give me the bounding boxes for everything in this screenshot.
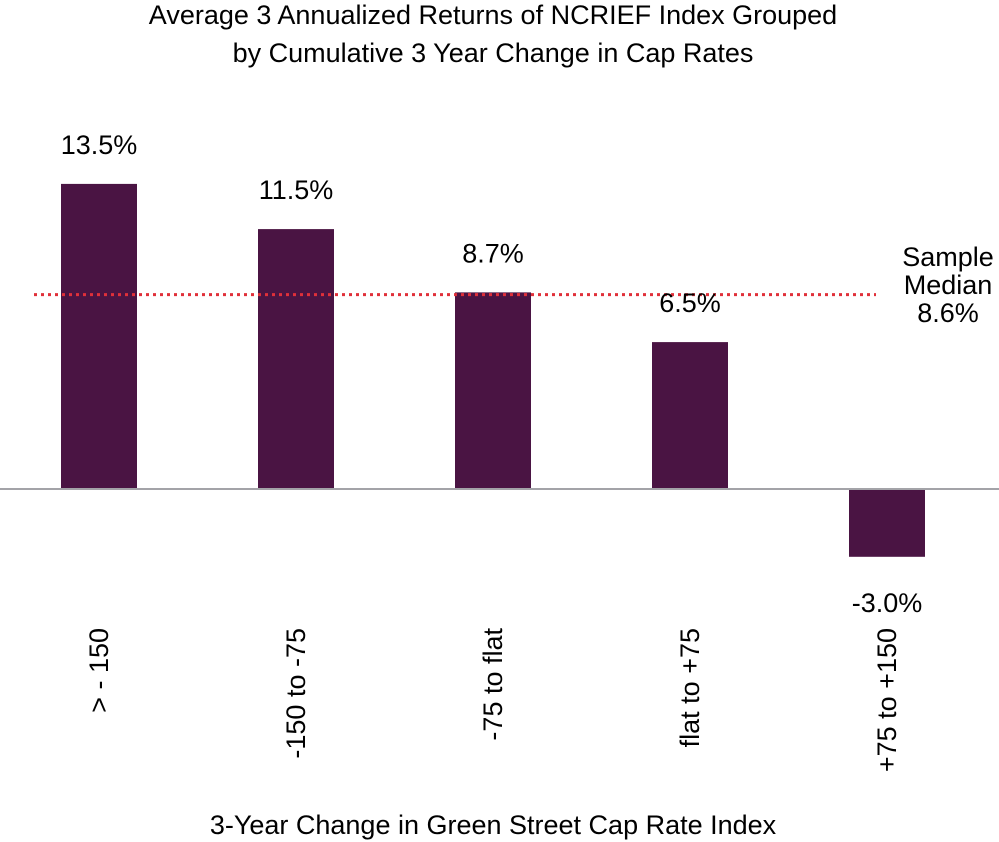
chart-title-line-2: by Cumulative 3 Year Change in Cap Rates [233,38,754,68]
chart-title-line-1: Average 3 Annualized Returns of NCRIEF I… [149,0,837,30]
x-tick-label: -75 to flat [478,628,508,741]
data-label: 11.5% [259,175,334,205]
x-tick-labels: > - 150 -150 to -75 -75 to flat flat to +75… [84,628,902,773]
chart-title: Average 3 Annualized Returns of NCRIEF I… [149,0,837,68]
median-label-line: 8.6% [917,298,979,328]
x-tick-label: > - 150 [84,628,114,713]
x-tick-label: +75 to +150 [872,628,902,772]
bar [455,292,531,489]
data-label: 13.5% [61,130,138,160]
median-label-line: Sample [902,242,994,272]
x-axis-title: 3-Year Change in Green Street Cap Rate I… [210,810,777,840]
bar [61,183,137,489]
bar [652,342,728,489]
median-label-line: Median [904,270,993,300]
data-label: 6.5% [659,288,721,318]
bar [258,229,334,489]
data-label: -3.0% [852,588,923,618]
x-tick-label: -150 to -75 [281,628,311,759]
data-labels: 13.5% 11.5% 8.7% 6.5% -3.0% [61,130,923,618]
bars [61,183,925,557]
data-label: 8.7% [462,238,524,268]
x-tick-label: flat to +75 [675,628,705,747]
bar [849,489,925,557]
